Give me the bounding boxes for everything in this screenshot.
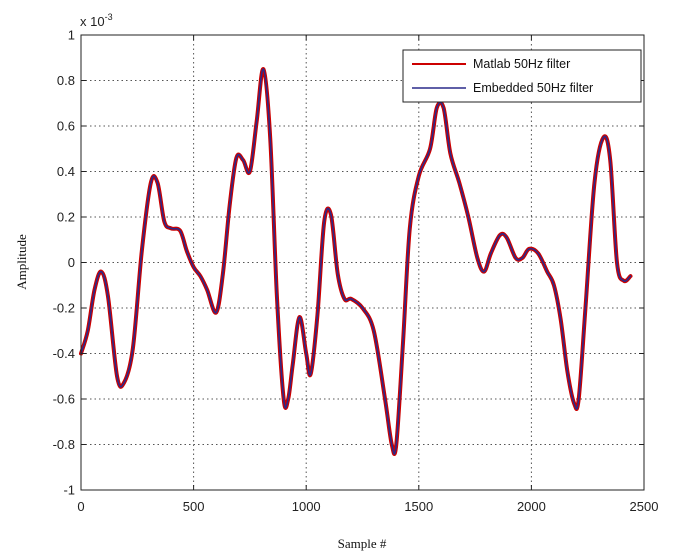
y-scale-factor: x 10-3 [80,12,113,29]
series-line-embedded [80,68,632,455]
y-tick-label: 1 [68,28,75,43]
y-axis-title: Amplitude [14,234,29,290]
y-tick-label: -0.4 [53,346,75,361]
x-tick-label: 2500 [630,499,659,514]
y-tick-label: 0.6 [57,119,75,134]
x-tick-label: 500 [183,499,205,514]
y-tick-label: 0.8 [57,73,75,88]
x-tick-labels: 0 500 1000 1500 2000 2500 [77,499,658,514]
x-axis-title: Sample # [338,536,387,551]
y-scale-exponent: -3 [105,12,113,22]
y-tick-label: -1 [63,483,75,498]
y-scale-base: x 10 [80,14,105,29]
x-tick-label: 2000 [517,499,546,514]
legend: Matlab 50Hz filter Embedded 50Hz filter [402,49,642,103]
y-tick-label: -0.6 [53,392,75,407]
y-tick-label: 0.4 [57,164,75,179]
x-tick-label: 1500 [404,499,433,514]
y-tick-label: -0.2 [53,301,75,316]
tick-marks [80,34,645,491]
legend-label-embedded: Embedded 50Hz filter [473,81,593,95]
y-tick-label: 0 [68,255,75,270]
y-tick-label: -0.8 [53,437,75,452]
legend-label-matlab: Matlab 50Hz filter [473,57,570,71]
x-tick-label: 1000 [292,499,321,514]
plot-area [81,35,644,490]
y-tick-labels: -1 -0.8 -0.6 -0.4 -0.2 0 0.2 0.4 0.6 0.8 1 [53,28,75,498]
y-tick-label: 0.2 [57,210,75,225]
series-lines [79,67,633,456]
x-tick-label: 0 [77,499,84,514]
legend-box [402,49,642,103]
